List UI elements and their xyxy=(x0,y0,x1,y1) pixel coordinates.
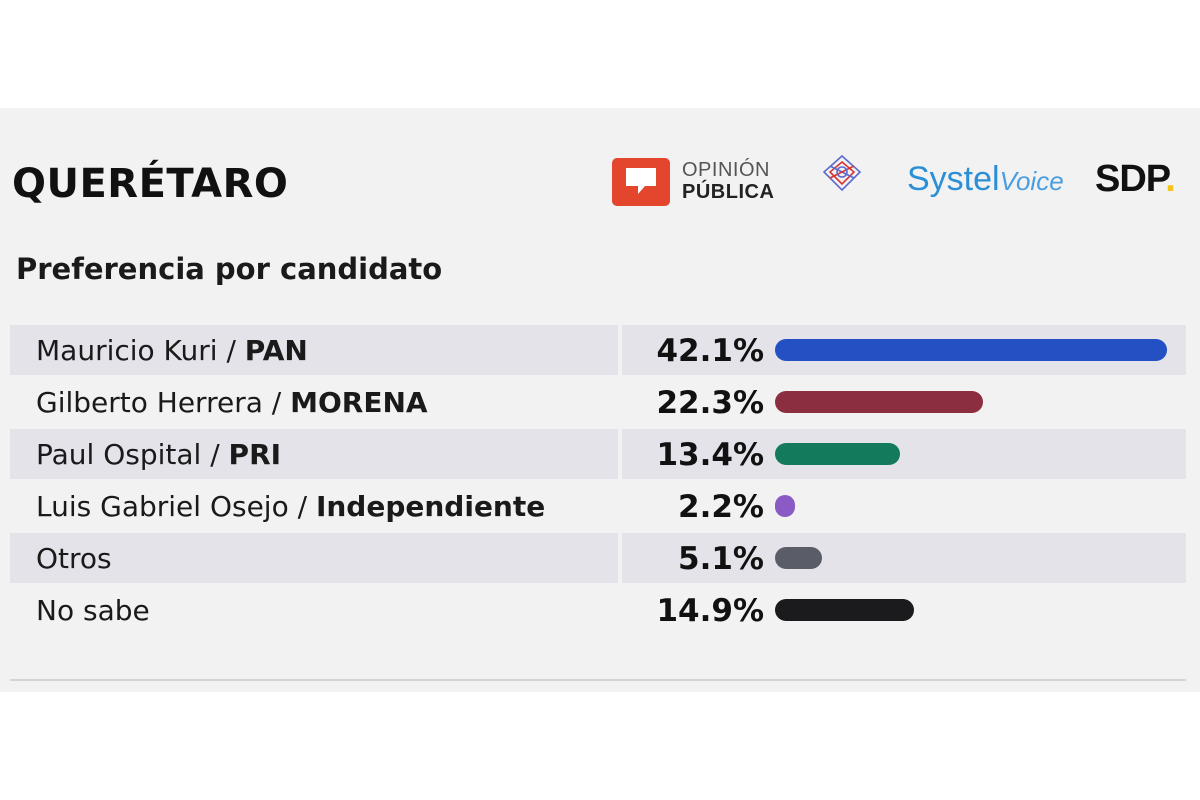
sdp-text: SDP xyxy=(1095,158,1166,200)
party-name: MORENA xyxy=(290,386,428,419)
candidate-name: Paul Ospital / xyxy=(36,438,229,471)
value-cell: 42.1% xyxy=(622,325,1186,375)
consejo-logo xyxy=(800,152,885,208)
candidate-label: Gilberto Herrera / MORENA xyxy=(36,386,428,419)
party-name: PRI xyxy=(228,438,282,471)
candidate-name: Luis Gabriel Osejo / xyxy=(36,490,316,523)
bottom-divider xyxy=(10,679,1186,681)
candidate-name: Mauricio Kuri / xyxy=(36,334,245,367)
bar xyxy=(775,443,900,465)
consejo-emblem-icon xyxy=(822,154,862,192)
table-row: Paul Ospital / PRI 13.4% xyxy=(10,429,1186,479)
candidate-label: Otros xyxy=(36,542,112,575)
candidate-cell: Paul Ospital / PRI xyxy=(10,429,618,479)
party-name: PAN xyxy=(244,334,308,367)
systel-voice-logo: SystelVoice xyxy=(907,160,1064,199)
value-cell: 2.2% xyxy=(622,481,1186,531)
table-row: Mauricio Kuri / PAN 42.1% xyxy=(10,325,1186,375)
percentage-label: 14.9% xyxy=(656,593,764,629)
systel-text: Systel xyxy=(907,160,1000,198)
table-row: Gilberto Herrera / MORENA 22.3% xyxy=(10,377,1186,427)
candidate-cell: No sabe xyxy=(10,585,618,635)
value-cell: 22.3% xyxy=(622,377,1186,427)
bar xyxy=(775,495,796,517)
table-row: Luis Gabriel Osejo / Independiente 2.2% xyxy=(10,481,1186,531)
candidate-name: Otros xyxy=(36,542,112,575)
candidate-label: Mauricio Kuri / PAN xyxy=(36,334,308,367)
candidate-label: No sabe xyxy=(36,594,150,627)
party-name: Independiente xyxy=(315,490,546,523)
table-row: Otros 5.1% xyxy=(10,533,1186,583)
bar xyxy=(775,599,914,621)
opinion-publica-logo: OPINIÓN PÚBLICA xyxy=(612,156,777,210)
sdp-dot: . xyxy=(1165,158,1176,200)
candidate-cell: Mauricio Kuri / PAN xyxy=(10,325,618,375)
percentage-label: 2.2% xyxy=(678,489,764,525)
bar xyxy=(775,391,983,413)
voice-text: Voice xyxy=(999,166,1064,196)
percentage-label: 5.1% xyxy=(678,541,764,577)
percentage-label: 42.1% xyxy=(656,333,764,369)
candidate-cell: Luis Gabriel Osejo / Independiente xyxy=(10,481,618,531)
chart-subtitle: Preferencia por candidato xyxy=(16,252,443,286)
table-row: No sabe 14.9% xyxy=(10,585,1186,635)
candidate-name: No sabe xyxy=(36,594,150,627)
sdp-logo: SDP. xyxy=(1095,158,1176,201)
bar xyxy=(775,547,823,569)
candidate-cell: Otros xyxy=(10,533,618,583)
value-cell: 13.4% xyxy=(622,429,1186,479)
bar xyxy=(775,339,1167,361)
percentage-label: 13.4% xyxy=(656,437,764,473)
percentage-label: 22.3% xyxy=(656,385,764,421)
chart-panel xyxy=(0,108,1200,692)
speech-bubble-icon xyxy=(612,158,670,206)
opinion-publica-line2: PÚBLICA xyxy=(682,181,775,203)
chart-title: QUERÉTARO xyxy=(12,161,289,207)
opinion-publica-line1: OPINIÓN xyxy=(682,159,770,181)
candidate-label: Luis Gabriel Osejo / Independiente xyxy=(36,490,545,523)
value-cell: 14.9% xyxy=(622,585,1186,635)
candidate-name: Gilberto Herrera / xyxy=(36,386,291,419)
candidate-cell: Gilberto Herrera / MORENA xyxy=(10,377,618,427)
candidate-label: Paul Ospital / PRI xyxy=(36,438,281,471)
value-cell: 5.1% xyxy=(622,533,1186,583)
